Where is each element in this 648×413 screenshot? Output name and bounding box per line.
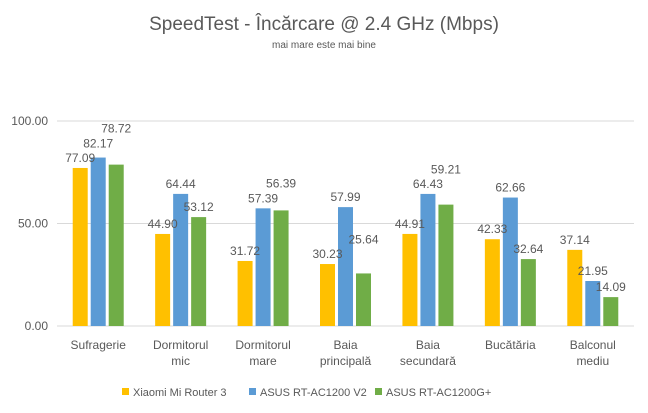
data-label: 32.64 <box>513 242 543 256</box>
x-category-label: Baia <box>333 338 357 352</box>
y-tick-label: 0.00 <box>25 319 49 333</box>
data-label: 64.44 <box>166 177 196 191</box>
legend-swatch <box>122 388 129 395</box>
x-category-label: mare <box>249 354 277 368</box>
legend-swatch <box>249 388 256 395</box>
bar <box>585 281 601 326</box>
data-label: 42.33 <box>477 222 507 236</box>
legend-label: ASUS RT-AC1200 V2 <box>260 387 367 399</box>
bar <box>90 157 106 326</box>
bar <box>173 193 189 326</box>
bar <box>502 197 518 326</box>
legend-swatch <box>375 388 382 395</box>
bar <box>420 193 436 326</box>
bar <box>191 217 207 326</box>
data-label: 59.21 <box>431 163 461 177</box>
bar <box>402 233 418 326</box>
y-tick-label: 100.00 <box>11 114 48 128</box>
x-category-label: Baia <box>416 338 440 352</box>
x-category-label: mic <box>171 354 190 368</box>
data-label: 53.12 <box>184 200 214 214</box>
bar <box>273 210 289 326</box>
data-label: 30.23 <box>312 247 342 261</box>
x-category-label: secundară <box>400 354 456 368</box>
data-label: 57.39 <box>248 191 278 205</box>
data-label: 82.17 <box>83 137 113 151</box>
bar <box>520 259 536 326</box>
data-label: 21.95 <box>578 264 608 278</box>
data-label: 77.09 <box>65 151 95 165</box>
bar <box>438 204 454 326</box>
data-label: 44.91 <box>395 217 425 231</box>
data-label: 56.39 <box>266 176 296 190</box>
data-label: 78.72 <box>101 122 131 136</box>
data-label: 64.43 <box>413 177 443 191</box>
data-label: 14.09 <box>596 280 626 294</box>
bar <box>255 208 271 326</box>
x-category-label: Dormitorul <box>235 338 290 352</box>
bar <box>237 260 253 326</box>
x-category-label: principală <box>320 354 372 368</box>
x-category-label: Balconul <box>570 338 616 352</box>
bar <box>155 233 171 326</box>
data-label: 57.99 <box>330 190 360 204</box>
data-label: 44.90 <box>148 217 178 231</box>
data-label: 31.72 <box>230 244 260 258</box>
bar <box>567 249 583 326</box>
legend-label: Xiaomi Mi Router 3 <box>133 387 227 399</box>
chart-title: SpeedTest - Încărcare @ 2.4 GHz (Mbps) <box>149 13 499 35</box>
bar <box>320 264 335 326</box>
data-label: 62.66 <box>495 181 525 195</box>
x-category-label: Bucătăria <box>485 338 536 352</box>
data-label: 37.14 <box>560 233 590 247</box>
x-category-label: mediu <box>576 354 609 368</box>
x-category-label: Dormitorul <box>153 338 208 352</box>
bar <box>603 297 619 326</box>
legend-label: ASUS RT-AC1200G+ <box>386 387 491 399</box>
bar <box>356 273 371 326</box>
chart-subtitle: mai mare este mai bine <box>272 40 376 51</box>
x-category-label: Sufragerie <box>71 338 127 352</box>
bar <box>484 239 500 326</box>
data-label: 25.64 <box>348 232 378 246</box>
bar <box>108 164 124 326</box>
bar <box>338 207 353 326</box>
bar <box>72 167 88 326</box>
y-tick-label: 50.00 <box>18 217 48 231</box>
